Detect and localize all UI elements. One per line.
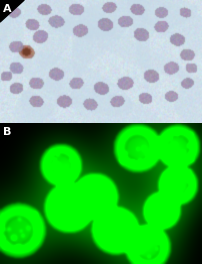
Text: A: A bbox=[3, 4, 12, 14]
Text: B: B bbox=[3, 127, 11, 137]
Polygon shape bbox=[0, 123, 24, 140]
Polygon shape bbox=[0, 0, 24, 22]
